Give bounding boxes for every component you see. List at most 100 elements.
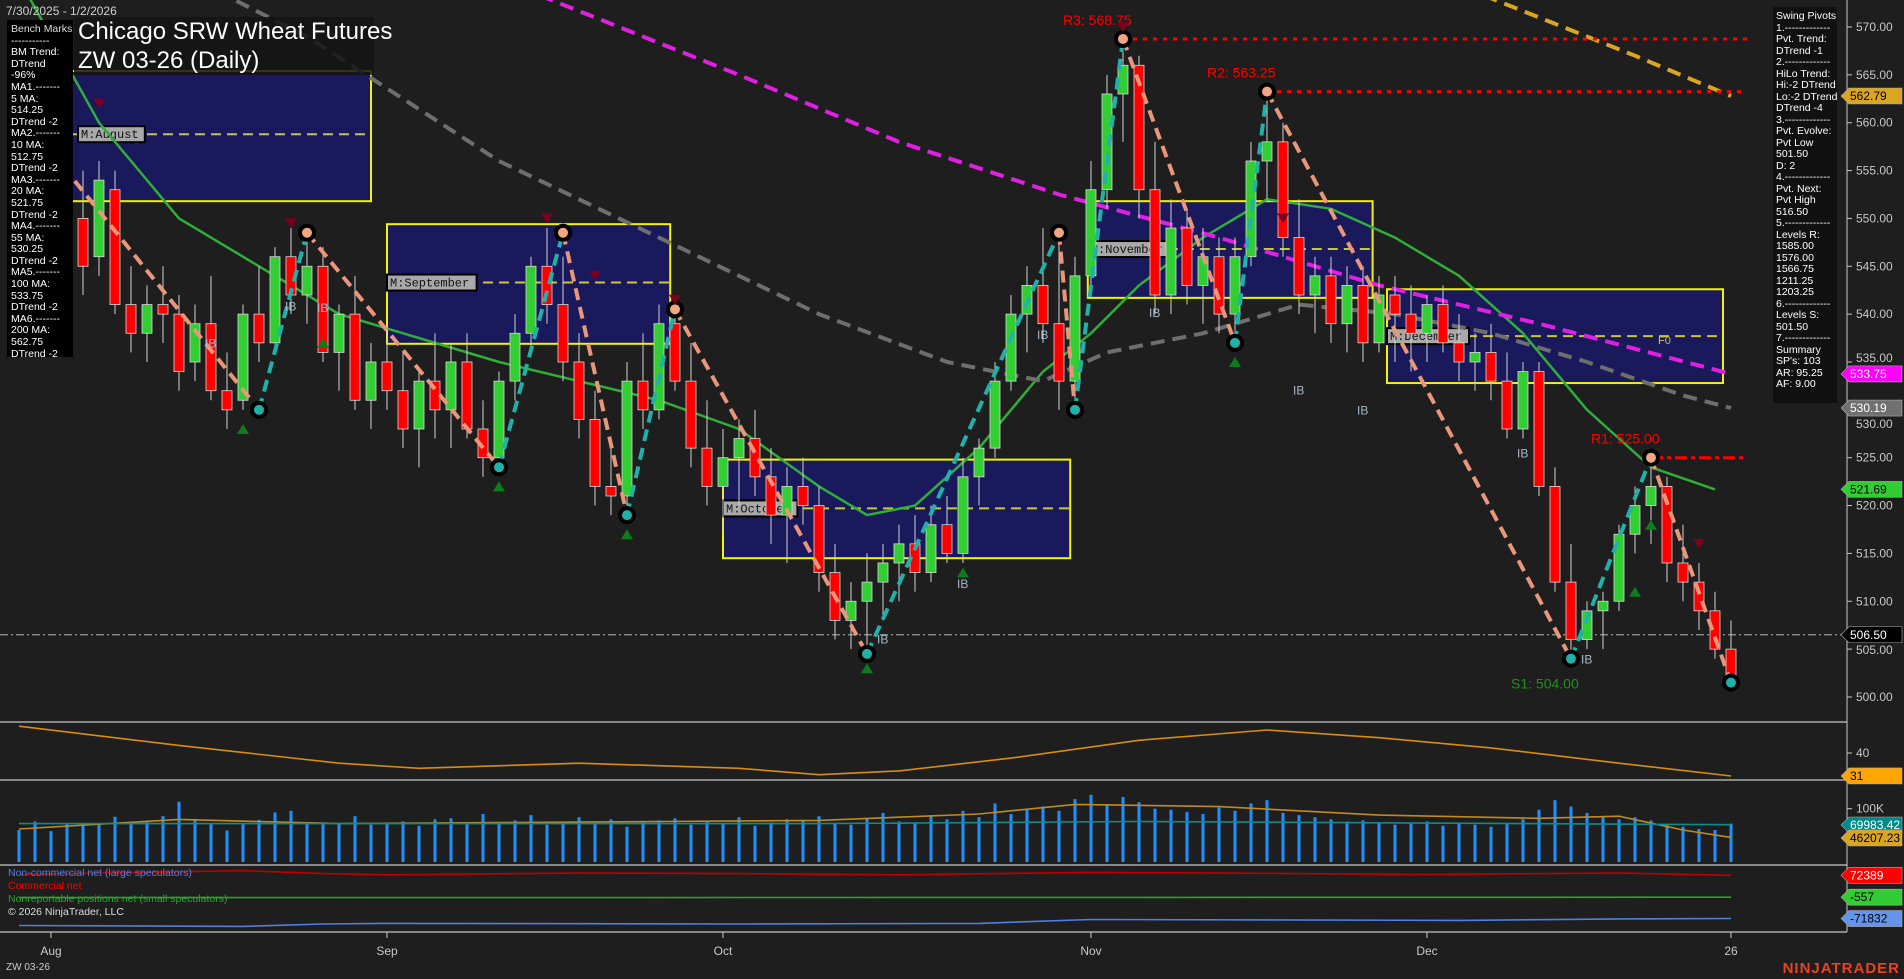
ma-line-200ma [1489,0,1732,98]
swing-leg [1233,91,1269,344]
volume-bar [1649,820,1653,862]
candle-body [1357,285,1369,344]
volume-bar [1201,814,1205,862]
volume-bar [593,822,597,862]
swing-leg [1265,90,1573,660]
candle-body [1693,581,1705,612]
swing-pivots-line: Pvt. Evolve: [1776,125,1832,137]
swing-pivot-point [1722,673,1740,692]
date-range: 7/30/2025 - 1/2/2026 [6,4,117,18]
candle-body [557,304,569,363]
candle-body [1661,486,1673,564]
volume-bar [1377,822,1381,862]
y-tick-label: 505.00 [1856,643,1893,657]
volume-bar [353,816,357,862]
volume-bar [865,818,869,862]
volume-bar [129,823,133,862]
value-badge-label: 530.19 [1850,401,1887,415]
volume-bar [65,823,69,862]
value-badge-label: 521.69 [1850,482,1887,496]
candle-body [685,380,697,449]
volume-bar [897,821,901,862]
value-badge-label: 72389 [1850,868,1884,882]
candle-body [1533,371,1545,487]
x-tick-label: Dec [1416,944,1437,958]
volume-bar [529,815,533,862]
swing-pivots-line: 4.------------- [1776,171,1831,183]
volume-bar [1089,794,1093,862]
volume-bar [1473,824,1477,862]
value-badge [1840,399,1903,417]
value-badge [1840,365,1903,383]
volume-bar [817,816,821,862]
volume-bar [1361,820,1365,862]
bench-marks-line: 200 MA: [11,324,51,337]
candle-body [1325,275,1337,325]
bench-marks-line: 100 MA: [11,278,51,291]
volume-bar [1441,825,1445,862]
ib-label: IB [205,337,216,351]
ib-label: IB [317,301,328,315]
value-badge [1840,910,1903,927]
y-tick-label: 540.00 [1856,307,1893,321]
candle-body [717,457,729,487]
candle-body [413,380,425,430]
volume-bar [993,803,997,862]
volume-bar [1505,823,1509,862]
volume-bar [1489,826,1493,862]
candle-body [189,323,201,363]
bench-marks-line: 562.75 [11,336,44,349]
candle-body [541,265,553,305]
triangle-up-icon [1645,519,1657,530]
swing-pivots-line: Pvt High [1776,194,1816,206]
value-badge [1840,866,1903,884]
cot-line [18,917,1732,928]
swing-pivots-line: 7.------------- [1776,332,1831,344]
candle-body [509,332,521,382]
candle-body [1037,285,1049,325]
volume-bar [1153,808,1157,862]
volume-bar [1265,800,1269,862]
volume-bar [1409,823,1413,862]
volume-bar [1457,822,1461,862]
swing-pivots-line: 1203.25 [1776,286,1814,298]
y-tick-label: 555.00 [1856,164,1893,178]
swing-pivots-line: 501.50 [1776,148,1809,160]
volume-bar [1281,812,1285,862]
swing-pivots-line: Hi:-2 DTrend [1776,79,1836,91]
volume-bar [273,812,277,862]
volume-bar [513,820,517,862]
month-label-box [386,273,478,292]
candle-body [77,218,89,267]
value-badge [1840,87,1903,105]
swing-pivots-line: Levels S: [1776,309,1820,321]
swing-pivots-line: 1585.00 [1776,240,1814,252]
volume-bar [49,831,53,862]
candle-body [1341,285,1353,325]
value-badge-label: 69983.42 [1850,818,1900,832]
volume-bar [1009,814,1013,862]
volume-bar [1057,810,1061,862]
swing-pivots-line: 1.------------- [1776,21,1831,34]
swing-pivot-point [554,223,572,242]
swing-pivot-point [1258,82,1276,101]
swing-pivots-line: Summary [1776,343,1821,356]
month-label-box [77,125,146,144]
volume-bar [1249,803,1253,862]
value-badge-label: -557 [1850,890,1874,904]
swing-leg [1121,38,1237,344]
swing-pivot-point [618,506,636,525]
swing-pivots-line: 1566.75 [1776,263,1814,275]
candle-body [1373,294,1385,344]
ib-label: IB [1037,328,1048,342]
y-tick-label: 520.00 [1856,499,1893,513]
volume-bar [625,826,629,862]
volume-bar [1713,830,1717,862]
volume-bar [881,812,885,862]
title-background [74,17,374,75]
y-tick-label: 530.00 [1856,417,1893,431]
candle-body [365,361,377,401]
candle-body [1549,486,1561,583]
